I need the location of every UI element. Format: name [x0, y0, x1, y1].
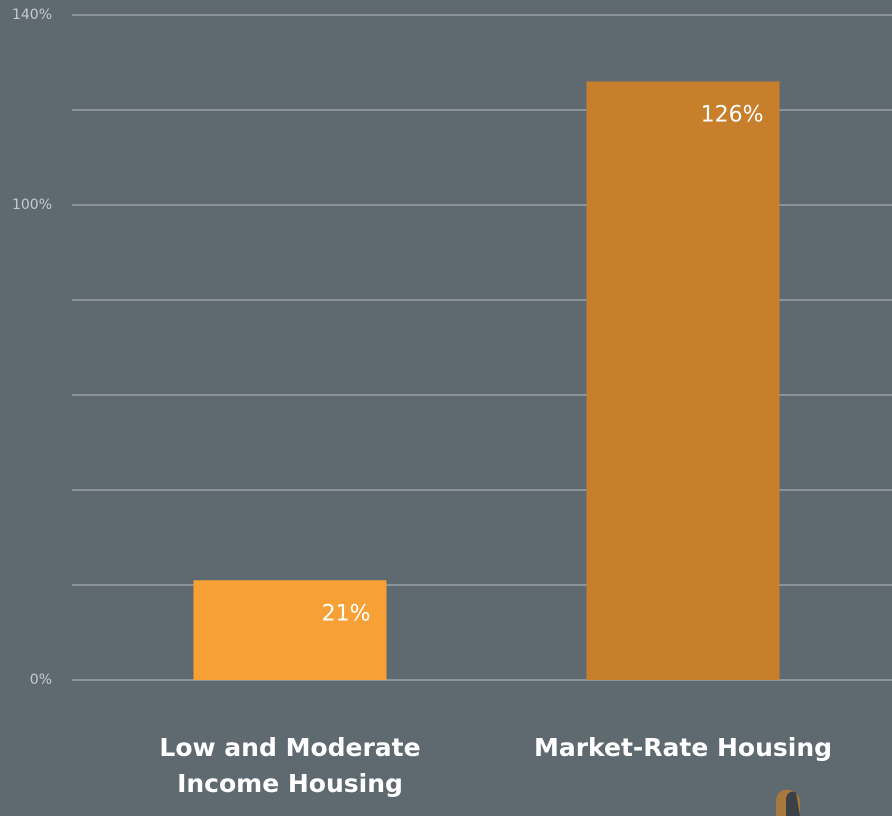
value-label: 126%: [701, 103, 764, 128]
y-tick-label: 140%: [12, 7, 52, 23]
y-tick-label: 100%: [12, 197, 52, 213]
x-tick-label: Low and Moderate Income Housing: [140, 730, 440, 802]
bar: [194, 580, 387, 680]
value-label: 21%: [322, 601, 371, 626]
bar: [587, 82, 780, 681]
y-tick-label: 0%: [30, 672, 52, 688]
x-tick-label: Market-Rate Housing: [518, 730, 848, 766]
chart: 0% 100% 140% 21% 126%: [0, 0, 892, 816]
page: 0%100%140%21%126% (() => { const data = …: [0, 0, 892, 816]
